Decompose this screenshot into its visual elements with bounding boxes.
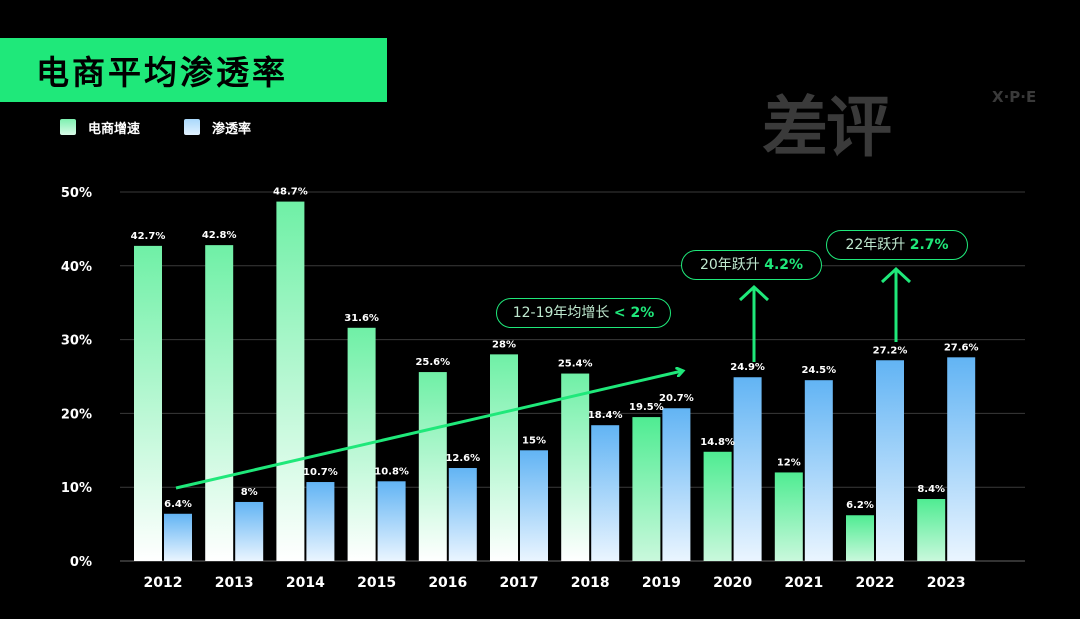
bar-growth bbox=[418, 372, 447, 561]
bar-penetration bbox=[448, 468, 477, 561]
bar-penetration bbox=[947, 357, 976, 561]
callout-2012-2019-text: 12-19年均增长 bbox=[512, 305, 610, 321]
x-tick-label: 2023 bbox=[927, 575, 966, 591]
data-label-penetration: 20.7% bbox=[659, 393, 694, 404]
brand-logo-text: 差评 bbox=[762, 89, 892, 166]
bar-growth bbox=[561, 373, 590, 561]
jump-arrow bbox=[738, 284, 770, 362]
bar-penetration bbox=[804, 380, 833, 561]
bar-growth bbox=[134, 245, 162, 561]
bar-growth bbox=[490, 354, 518, 561]
data-label-penetration: 27.2% bbox=[873, 345, 908, 356]
callout-2022: 22年跃升 2.7% bbox=[826, 230, 968, 260]
callout-2012-2019-value: < 2% bbox=[613, 305, 655, 321]
legend-label-growth: 电商增速 bbox=[88, 122, 141, 137]
data-label-penetration: 18.4% bbox=[588, 410, 623, 421]
legend-swatch-growth bbox=[60, 119, 76, 135]
y-tick-label: 10% bbox=[61, 481, 92, 496]
x-tick-label: 2020 bbox=[713, 575, 752, 591]
data-label-growth: 8.4% bbox=[917, 484, 945, 495]
data-label-penetration: 24.9% bbox=[730, 362, 765, 373]
bar-penetration bbox=[662, 408, 691, 561]
data-label-penetration: 15% bbox=[522, 435, 546, 446]
data-label-penetration: 10.7% bbox=[303, 467, 338, 478]
bar-growth bbox=[846, 515, 874, 561]
data-label-growth: 28% bbox=[492, 339, 516, 350]
data-label-growth: 31.6% bbox=[344, 313, 379, 324]
bar-penetration bbox=[520, 450, 548, 561]
bar-growth bbox=[205, 245, 234, 562]
callout-2022-text: 22年跃升 bbox=[845, 237, 906, 253]
data-label-penetration: 12.6% bbox=[445, 453, 480, 464]
bar-growth bbox=[276, 201, 305, 561]
x-tick-label: 2022 bbox=[856, 575, 895, 591]
data-label-penetration: 24.5% bbox=[801, 365, 836, 376]
y-tick-label: 30% bbox=[61, 334, 92, 349]
x-tick-label: 2015 bbox=[357, 575, 396, 591]
data-label-penetration: 27.6% bbox=[944, 342, 979, 353]
bar-penetration bbox=[377, 481, 406, 561]
y-tick-label: 0% bbox=[70, 555, 92, 570]
data-label-growth: 25.4% bbox=[558, 359, 593, 370]
x-tick-label: 2014 bbox=[286, 575, 325, 591]
data-label-growth: 6.2% bbox=[846, 500, 874, 511]
data-label-growth: 12% bbox=[777, 457, 801, 468]
data-label-growth: 14.8% bbox=[700, 437, 735, 448]
callout-2022-value: 2.7% bbox=[909, 237, 949, 253]
callout-2020-value: 4.2% bbox=[764, 257, 804, 273]
data-label-growth: 25.6% bbox=[415, 357, 450, 368]
callout-2020-text: 20年跃升 bbox=[699, 257, 760, 273]
bar-growth bbox=[632, 417, 661, 561]
x-tick-label: 2019 bbox=[642, 575, 681, 591]
x-tick-label: 2018 bbox=[571, 575, 610, 591]
callout-2020: 20年跃升 4.2% bbox=[681, 250, 822, 280]
x-tick-label: 2021 bbox=[784, 575, 823, 591]
trend-arrow bbox=[175, 371, 682, 490]
bar-penetration bbox=[235, 501, 264, 561]
data-label-growth: 19.5% bbox=[629, 402, 664, 413]
y-tick-label: 20% bbox=[61, 407, 92, 422]
callout-2012-2019: 12-19年均增长 < 2% bbox=[496, 298, 671, 328]
jump-arrow-head bbox=[880, 266, 912, 284]
data-label-penetration: 10.8% bbox=[374, 466, 409, 477]
data-label-penetration: 8% bbox=[241, 487, 258, 498]
y-tick-label: 50% bbox=[61, 186, 92, 201]
bar-penetration bbox=[164, 513, 192, 561]
bar-penetration bbox=[876, 360, 904, 561]
bar-penetration bbox=[306, 482, 335, 561]
bar-growth bbox=[774, 472, 803, 561]
x-tick-label: 2017 bbox=[500, 575, 539, 591]
title-bar: 电商平均渗透率 bbox=[0, 38, 387, 102]
page-title: 电商平均渗透率 bbox=[36, 53, 288, 92]
data-label-growth: 48.7% bbox=[273, 187, 308, 198]
bar-penetration bbox=[591, 425, 620, 561]
jump-arrow bbox=[880, 266, 912, 342]
x-tick-label: 2012 bbox=[144, 575, 183, 591]
x-tick-label: 2016 bbox=[428, 575, 467, 591]
bar-growth bbox=[917, 499, 946, 561]
jump-arrow-head bbox=[738, 284, 770, 302]
bar-penetration bbox=[733, 377, 762, 561]
y-tick-label: 40% bbox=[61, 260, 92, 275]
data-label-penetration: 6.4% bbox=[164, 499, 192, 510]
bar-growth bbox=[703, 451, 732, 561]
x-tick-label: 2013 bbox=[215, 575, 254, 591]
data-label-growth: 42.7% bbox=[131, 231, 166, 242]
data-label-growth: 42.8% bbox=[202, 230, 237, 241]
legend-label-penetration: 渗透率 bbox=[212, 122, 252, 137]
legend-swatch-penetration bbox=[184, 119, 200, 135]
